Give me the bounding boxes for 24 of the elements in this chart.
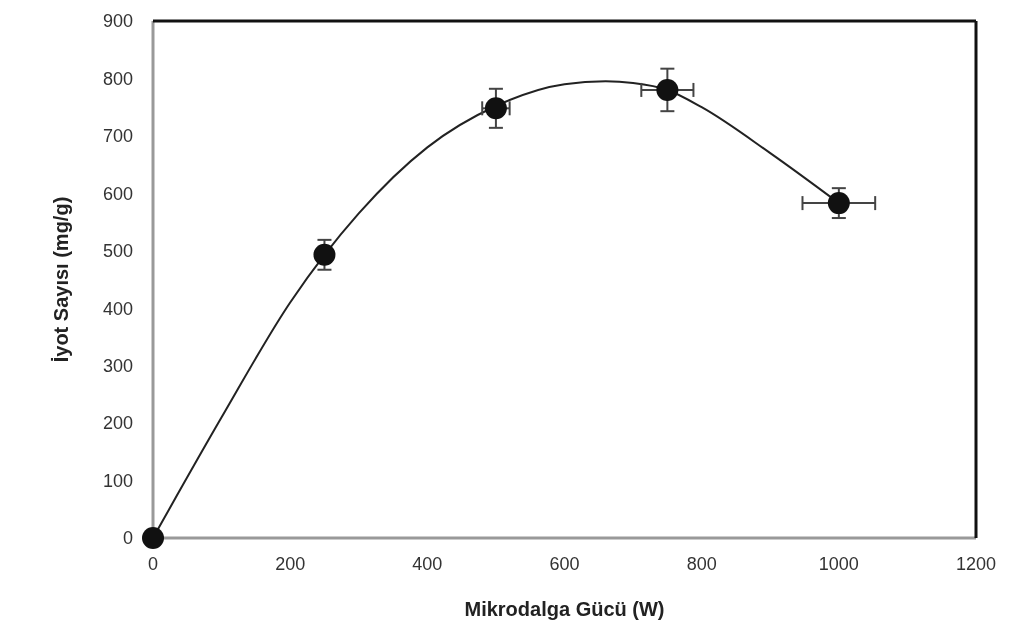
y-tick-label: 500 — [102, 241, 133, 262]
y-tick-label: 100 — [102, 470, 133, 491]
x-tick-label: 200 — [275, 554, 306, 574]
x-tick-label: 1200 — [955, 554, 997, 574]
y-tick-label: 200 — [102, 413, 133, 434]
point — [313, 243, 336, 266]
x-tick-label: 400 — [412, 554, 443, 574]
y-tick-label: 700 — [102, 126, 133, 147]
y-tick-label: 300 — [102, 355, 133, 376]
x-axis-title: Mikrodalga Gücü (W) — [464, 598, 665, 620]
y-tick-label: 800 — [102, 68, 133, 89]
y-axis-title: İyot Sayısı (mg/g) — [50, 196, 72, 363]
y-tick-label: 0 — [122, 528, 133, 549]
point — [484, 97, 507, 120]
x-tick-label: 800 — [686, 554, 717, 574]
point — [827, 192, 850, 215]
x-tick-label: 0 — [147, 554, 159, 574]
y-tick-label: 400 — [102, 298, 133, 319]
y-tick-label: 600 — [102, 183, 133, 204]
point — [656, 78, 679, 101]
x-tick-label: 1000 — [818, 554, 859, 574]
point — [142, 527, 164, 549]
x-tick-label: 600 — [549, 554, 580, 574]
y-tick-label: 900 — [102, 11, 133, 32]
